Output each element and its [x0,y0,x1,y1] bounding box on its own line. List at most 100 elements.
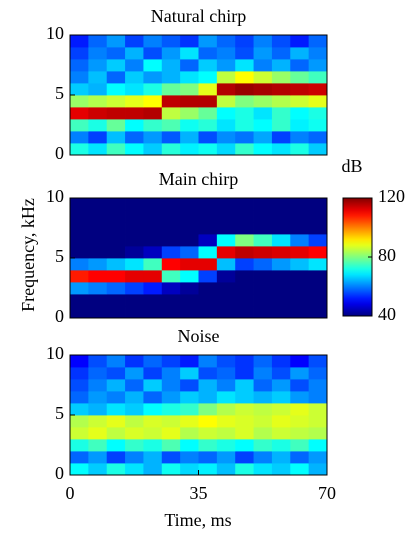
heat-cell [290,439,310,452]
heat-cell [290,282,310,295]
heat-cell [308,83,328,96]
heat-cell [125,107,144,120]
heat-cell [143,198,163,211]
heat-cell [161,367,181,380]
heat-cell [125,83,144,96]
heat-cell [235,234,254,247]
heat-cell [70,439,89,452]
heat-cell [290,131,310,144]
heat-cell [143,463,163,476]
heat-cell [180,222,199,235]
heat-cell [308,258,328,271]
heat-cell [161,234,181,247]
heat-cell [198,119,218,132]
heat-cell [125,403,144,416]
heat-cell [106,210,126,223]
heat-cell [271,355,291,368]
heat-cell [180,59,199,72]
colorbar-tick-label: 40 [378,304,396,324]
heat-cell [198,107,218,120]
heat-cell [290,107,310,120]
heat-cell [125,451,144,464]
heat-cell [180,391,199,404]
heat-cell [253,47,273,60]
heat-cell [216,463,236,476]
heat-cell [216,451,236,464]
heat-cell [161,119,181,132]
heat-cell [143,222,163,235]
heat-cell [106,282,126,295]
heat-cell [308,403,328,416]
heat-cell [216,198,236,211]
heat-cell [308,439,328,452]
heat-cell [308,198,328,211]
heat-cell [143,143,163,156]
heat-cell [308,59,328,72]
heat-cell [88,367,108,380]
heat-cell [271,270,291,283]
heat-cell [308,282,328,295]
heat-cell [253,355,273,368]
heat-cell [143,59,163,72]
heat-cell [125,427,144,440]
heat-cell [271,306,291,319]
heat-cell [106,234,126,247]
heat-cell [88,463,108,476]
heat-cell [88,246,108,259]
heat-cell [125,282,144,295]
heat-cell [106,246,126,259]
heat-cell [143,439,163,452]
y-tick-label: 10 [46,23,64,43]
heat-cell [235,367,254,380]
heat-cell [143,210,163,223]
heat-cell [308,246,328,259]
heat-cell [216,403,236,416]
heat-cell [125,258,144,271]
heat-cell [88,59,108,72]
heat-cell [70,258,89,271]
heat-cell [143,379,163,392]
colorbar-tick-label: 120 [378,186,405,206]
heat-cell [180,270,199,283]
heat-cell [180,306,199,319]
heat-cell [125,119,144,132]
heat-cell [125,198,144,211]
heat-cell [143,258,163,271]
heat-cell [180,131,199,144]
x-tick-label: 70 [318,483,336,503]
heat-cell [271,415,291,428]
heat-cell [308,270,328,283]
heat-cell [271,294,291,307]
heat-cell [143,71,163,84]
heat-cell [70,234,89,247]
heat-cell [106,119,126,132]
heat-cell [235,355,254,368]
heat-cell [253,258,273,271]
heat-cell [143,282,163,295]
heat-cell [180,355,199,368]
y-axis-label: Frequency, kHz [18,198,38,312]
heat-cell [308,107,328,120]
heat-cell [88,35,108,48]
panel-title: Noise [178,326,220,346]
heat-cell [235,306,254,319]
heat-cell [271,463,291,476]
heat-cell [235,210,254,223]
heat-cell [143,415,163,428]
heat-cell [70,355,89,368]
heat-cell [180,210,199,223]
heat-cell [290,463,310,476]
heat-cell [106,107,126,120]
heat-cell [161,439,181,452]
heat-cell [161,35,181,48]
heat-cell [271,379,291,392]
heat-cell [106,379,126,392]
heat-cell [125,294,144,307]
x-tick-label: 0 [66,483,75,503]
heat-cell [88,403,108,416]
heat-cell [235,451,254,464]
heat-cell [161,294,181,307]
heat-cell [271,143,291,156]
heat-cell [106,258,126,271]
y-tick-label: 5 [55,83,64,103]
